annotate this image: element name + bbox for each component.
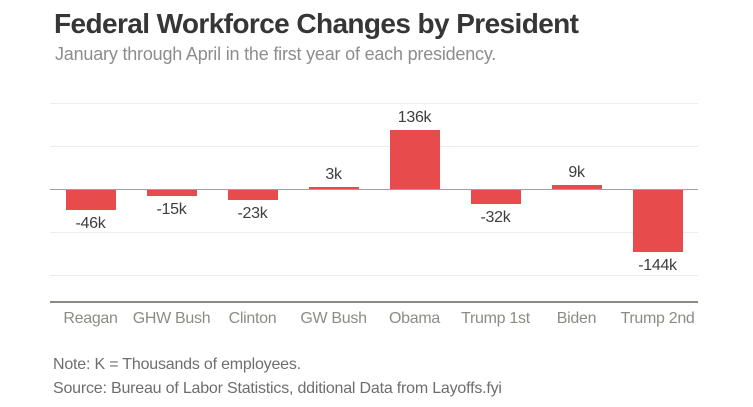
gridline--100k [50,232,698,233]
chart-title: Federal Workforce Changes by President [54,8,579,39]
value-label-gw-bush: 3k [325,166,342,183]
zero-baseline [50,189,698,190]
bar-clinton [228,190,278,200]
value-label-biden: 9k [568,164,585,181]
bar-trump-2nd [633,190,683,252]
source-text: Source: Bureau of Labor Statistics, ddit… [53,380,502,397]
x-axis-label-ghw-bush: GHW Bush [132,310,211,327]
x-axis-label-gw-bush: GW Bush [300,310,367,327]
bar-obama [390,130,440,189]
bar-ghw-bush [147,190,197,196]
x-axis-labels: Reagan GHW Bush Clinton GW Bush Obama Trump 1… [50,309,698,329]
bar-biden [552,185,602,189]
bar-chart-plot-area: -46k -15k -23k 3k 136k -32k 9k -144k [50,95,698,303]
x-axis-label-trump-1st: Trump 1st [461,310,530,327]
bar-gw-bush [309,187,359,189]
value-label-trump-1st: -32k [480,209,511,226]
x-axis-label-obama: Obama [389,310,440,327]
value-label-clinton: -23k [237,205,268,222]
note-text: Note: K = Thousands of employees. [53,356,301,373]
gridline--200k [50,275,698,276]
bar-trump-1st [471,190,521,204]
bar-reagan [66,190,116,210]
gridline-100k [50,146,698,147]
value-label-reagan: -46k [75,215,106,232]
x-axis-label-reagan: Reagan [63,310,118,327]
x-axis-label-biden: Biden [556,310,597,327]
value-label-trump-2nd: -144k [638,257,677,274]
chart-subtitle: January through April in the first year … [55,44,497,64]
x-axis-label-trump-2nd: Trump 2nd [620,310,695,327]
value-label-ghw-bush: -15k [156,201,187,218]
value-label-obama: 136k [397,109,432,126]
gridline-200k [50,103,698,104]
x-axis-label-clinton: Clinton [228,310,277,327]
